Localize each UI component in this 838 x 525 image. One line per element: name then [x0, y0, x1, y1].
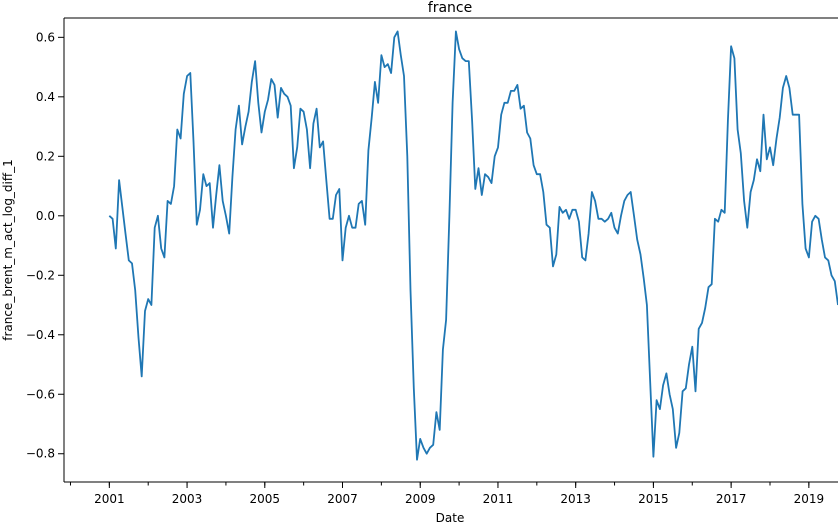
y-tick-label: −0.6: [26, 387, 55, 401]
x-tick-label: 2007: [327, 492, 358, 506]
y-tick-label: 0.2: [36, 149, 55, 163]
y-axis-label: france_brent_m_act_log_diff_1: [1, 159, 15, 341]
y-tick-label: 0.0: [36, 209, 55, 223]
x-tick-label: 2015: [638, 492, 669, 506]
x-tick-label: 2001: [94, 492, 125, 506]
x-tick-label: 2019: [794, 492, 825, 506]
y-tick-label: 0.6: [36, 30, 55, 44]
x-axis-minor-ticks: [69, 482, 810, 486]
x-axis-label: Date: [436, 511, 465, 525]
x-tick-label: 2005: [250, 492, 281, 506]
x-tick-label: 2003: [172, 492, 203, 506]
x-tick-label: 2013: [560, 492, 591, 506]
x-tick-label: 2011: [483, 492, 514, 506]
chart-title: france: [428, 0, 472, 16]
x-axis-ticks: 2001 2003 2005 2007 2009 2011 2013 2015 2017 2019: [94, 482, 824, 506]
y-tick-label: −0.4: [26, 328, 55, 342]
x-tick-label: 2009: [405, 492, 436, 506]
x-tick-label: 2017: [716, 492, 747, 506]
y-tick-label: −0.8: [26, 447, 55, 461]
y-tick-label: 0.4: [36, 90, 55, 104]
y-axis-ticks: −0.8 −0.6 −0.4 −0.2 0.0 0.2 0.4 0.6: [26, 30, 64, 461]
y-tick-label: −0.2: [26, 268, 55, 282]
series-line: [108, 30, 838, 461]
